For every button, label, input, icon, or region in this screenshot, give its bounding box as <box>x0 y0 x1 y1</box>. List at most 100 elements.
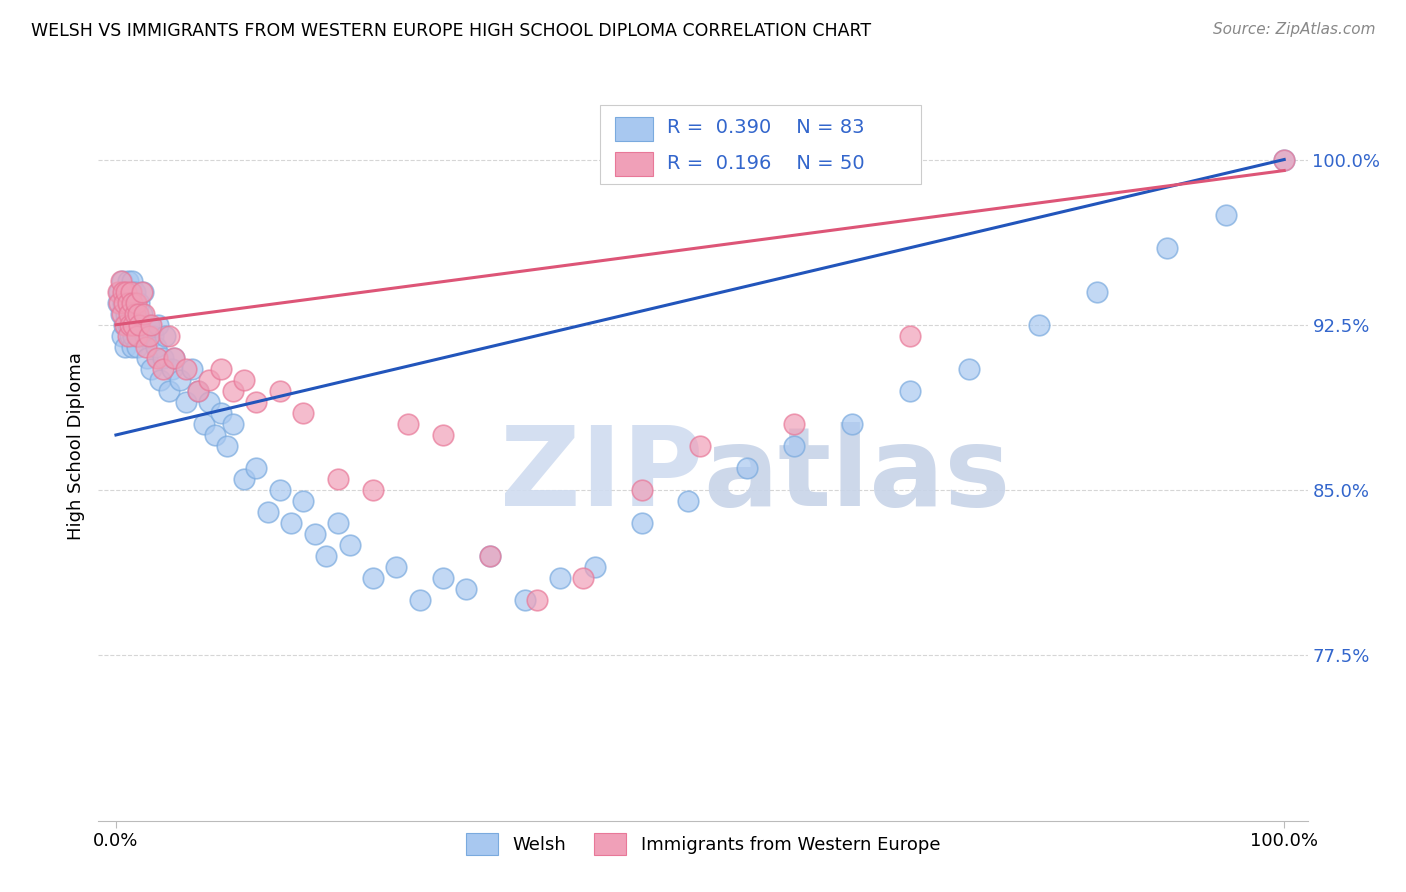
Point <box>118 307 141 321</box>
Point <box>134 328 156 343</box>
Point <box>157 328 180 343</box>
Text: atlas: atlas <box>703 423 1011 530</box>
Point <box>117 274 139 288</box>
Point <box>112 295 135 310</box>
Point <box>124 285 146 299</box>
Point <box>269 384 291 398</box>
FancyBboxPatch shape <box>600 105 921 184</box>
Point <box>478 549 501 564</box>
Point <box>209 406 232 420</box>
Point <box>193 417 215 431</box>
Point <box>146 318 169 332</box>
Point <box>315 549 337 564</box>
Point <box>396 417 419 431</box>
Y-axis label: High School Diploma: High School Diploma <box>66 352 84 540</box>
Point <box>152 351 174 365</box>
Point <box>107 295 129 310</box>
Point <box>117 295 139 310</box>
Point <box>142 328 165 343</box>
Point <box>222 417 245 431</box>
Point <box>128 295 150 310</box>
Point <box>124 295 146 310</box>
Text: WELSH VS IMMIGRANTS FROM WESTERN EUROPE HIGH SCHOOL DIPLOMA CORRELATION CHART: WELSH VS IMMIGRANTS FROM WESTERN EUROPE … <box>31 22 872 40</box>
Point <box>841 417 863 431</box>
Point <box>125 307 148 321</box>
Point <box>245 395 267 409</box>
Point <box>198 373 221 387</box>
Point <box>291 406 314 420</box>
Point <box>898 328 921 343</box>
Point <box>127 307 149 321</box>
Point <box>456 582 478 597</box>
Point <box>187 384 209 398</box>
Point <box>513 593 536 607</box>
Point <box>127 328 149 343</box>
Point <box>111 328 134 343</box>
Point <box>136 351 159 365</box>
Point <box>115 285 138 299</box>
Legend: Welsh, Immigrants from Western Europe: Welsh, Immigrants from Western Europe <box>458 826 948 863</box>
Point <box>132 307 155 321</box>
Point <box>478 549 501 564</box>
Point <box>526 593 548 607</box>
Point <box>115 307 138 321</box>
Point <box>132 285 155 299</box>
Point <box>112 285 135 299</box>
Point <box>122 328 145 343</box>
Point <box>125 328 148 343</box>
Point <box>1215 208 1237 222</box>
Point <box>1028 318 1050 332</box>
Point <box>110 307 132 321</box>
Point <box>129 318 152 332</box>
Point <box>118 285 141 299</box>
Point <box>125 295 148 310</box>
Point <box>118 328 141 343</box>
Point <box>108 295 131 310</box>
Text: R =  0.196    N = 50: R = 0.196 N = 50 <box>666 154 865 173</box>
Point <box>782 417 804 431</box>
Point <box>233 373 256 387</box>
Point <box>108 285 131 299</box>
Point <box>125 340 148 354</box>
Bar <box>614 153 654 177</box>
Point <box>1272 153 1295 167</box>
Point <box>139 318 162 332</box>
Point <box>120 307 142 321</box>
Point <box>678 494 700 508</box>
Point <box>215 439 238 453</box>
Point <box>128 318 150 332</box>
Point <box>180 362 202 376</box>
Point <box>233 472 256 486</box>
Point <box>149 373 172 387</box>
Point <box>138 328 160 343</box>
Point <box>548 571 571 585</box>
Point <box>124 307 146 321</box>
Point <box>409 593 432 607</box>
Point <box>163 351 186 365</box>
Text: ZIP: ZIP <box>499 423 703 530</box>
Point <box>139 362 162 376</box>
Point <box>1156 241 1178 255</box>
Text: R =  0.390    N = 83: R = 0.390 N = 83 <box>666 118 865 137</box>
Point <box>361 483 384 497</box>
Point <box>121 340 143 354</box>
Point <box>898 384 921 398</box>
Point <box>209 362 232 376</box>
Point <box>114 318 136 332</box>
Point <box>111 285 134 299</box>
Point <box>153 328 176 343</box>
Point <box>204 428 226 442</box>
Point <box>169 373 191 387</box>
Text: Source: ZipAtlas.com: Source: ZipAtlas.com <box>1212 22 1375 37</box>
Point <box>572 571 595 585</box>
Point <box>122 318 145 332</box>
Point <box>146 351 169 365</box>
Point <box>111 307 134 321</box>
Point <box>145 340 167 354</box>
Point <box>280 516 302 530</box>
Point <box>782 439 804 453</box>
Point <box>135 340 157 354</box>
Point <box>111 295 134 310</box>
Point <box>131 307 153 321</box>
Point <box>630 516 652 530</box>
